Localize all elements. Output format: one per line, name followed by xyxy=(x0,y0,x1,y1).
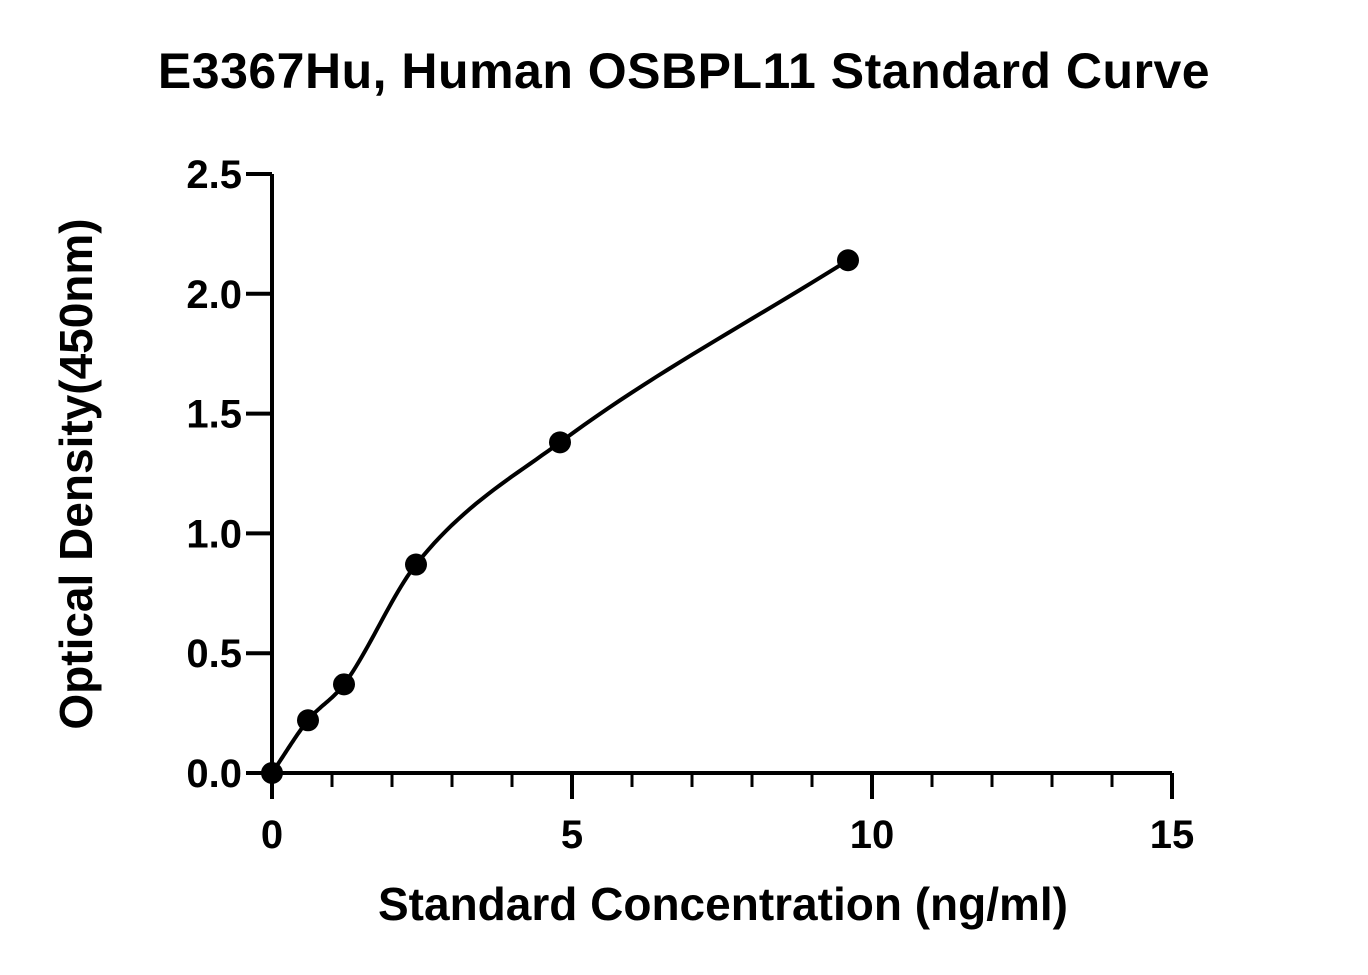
axes xyxy=(270,174,1172,775)
y-tick-label: 2.5 xyxy=(186,153,242,197)
fit-curve xyxy=(270,258,850,775)
x-axis-label: Standard Concentration (ng/ml) xyxy=(378,878,1068,930)
data-point xyxy=(333,673,355,696)
y-tick-label: 2.0 xyxy=(186,273,242,317)
data-point xyxy=(297,709,319,732)
y-tick-label: 0.5 xyxy=(186,632,242,676)
x-tick-label: 0 xyxy=(261,813,283,857)
chart-title: E3367Hu, Human OSBPL11 Standard Curve xyxy=(157,43,1211,99)
data-point xyxy=(261,762,283,784)
y-axis-label: Optical Density(450nm) xyxy=(50,218,102,729)
data-points xyxy=(261,249,859,784)
x-tick-label: 5 xyxy=(561,813,583,857)
x-tick-label: 10 xyxy=(850,813,895,857)
ticks: 0.0 0.5 1.0 1.5 2.0 2.5 0 5 10 15 xyxy=(186,153,1194,857)
fit-curve-line xyxy=(270,258,850,775)
x-tick-label: 15 xyxy=(1150,813,1195,857)
data-point xyxy=(837,249,859,272)
data-point xyxy=(549,431,571,454)
y-tick-label: 1.5 xyxy=(186,393,242,437)
data-point xyxy=(405,553,427,576)
y-tick-label: 0.0 xyxy=(186,752,242,796)
y-tick-label: 1.0 xyxy=(186,512,242,556)
